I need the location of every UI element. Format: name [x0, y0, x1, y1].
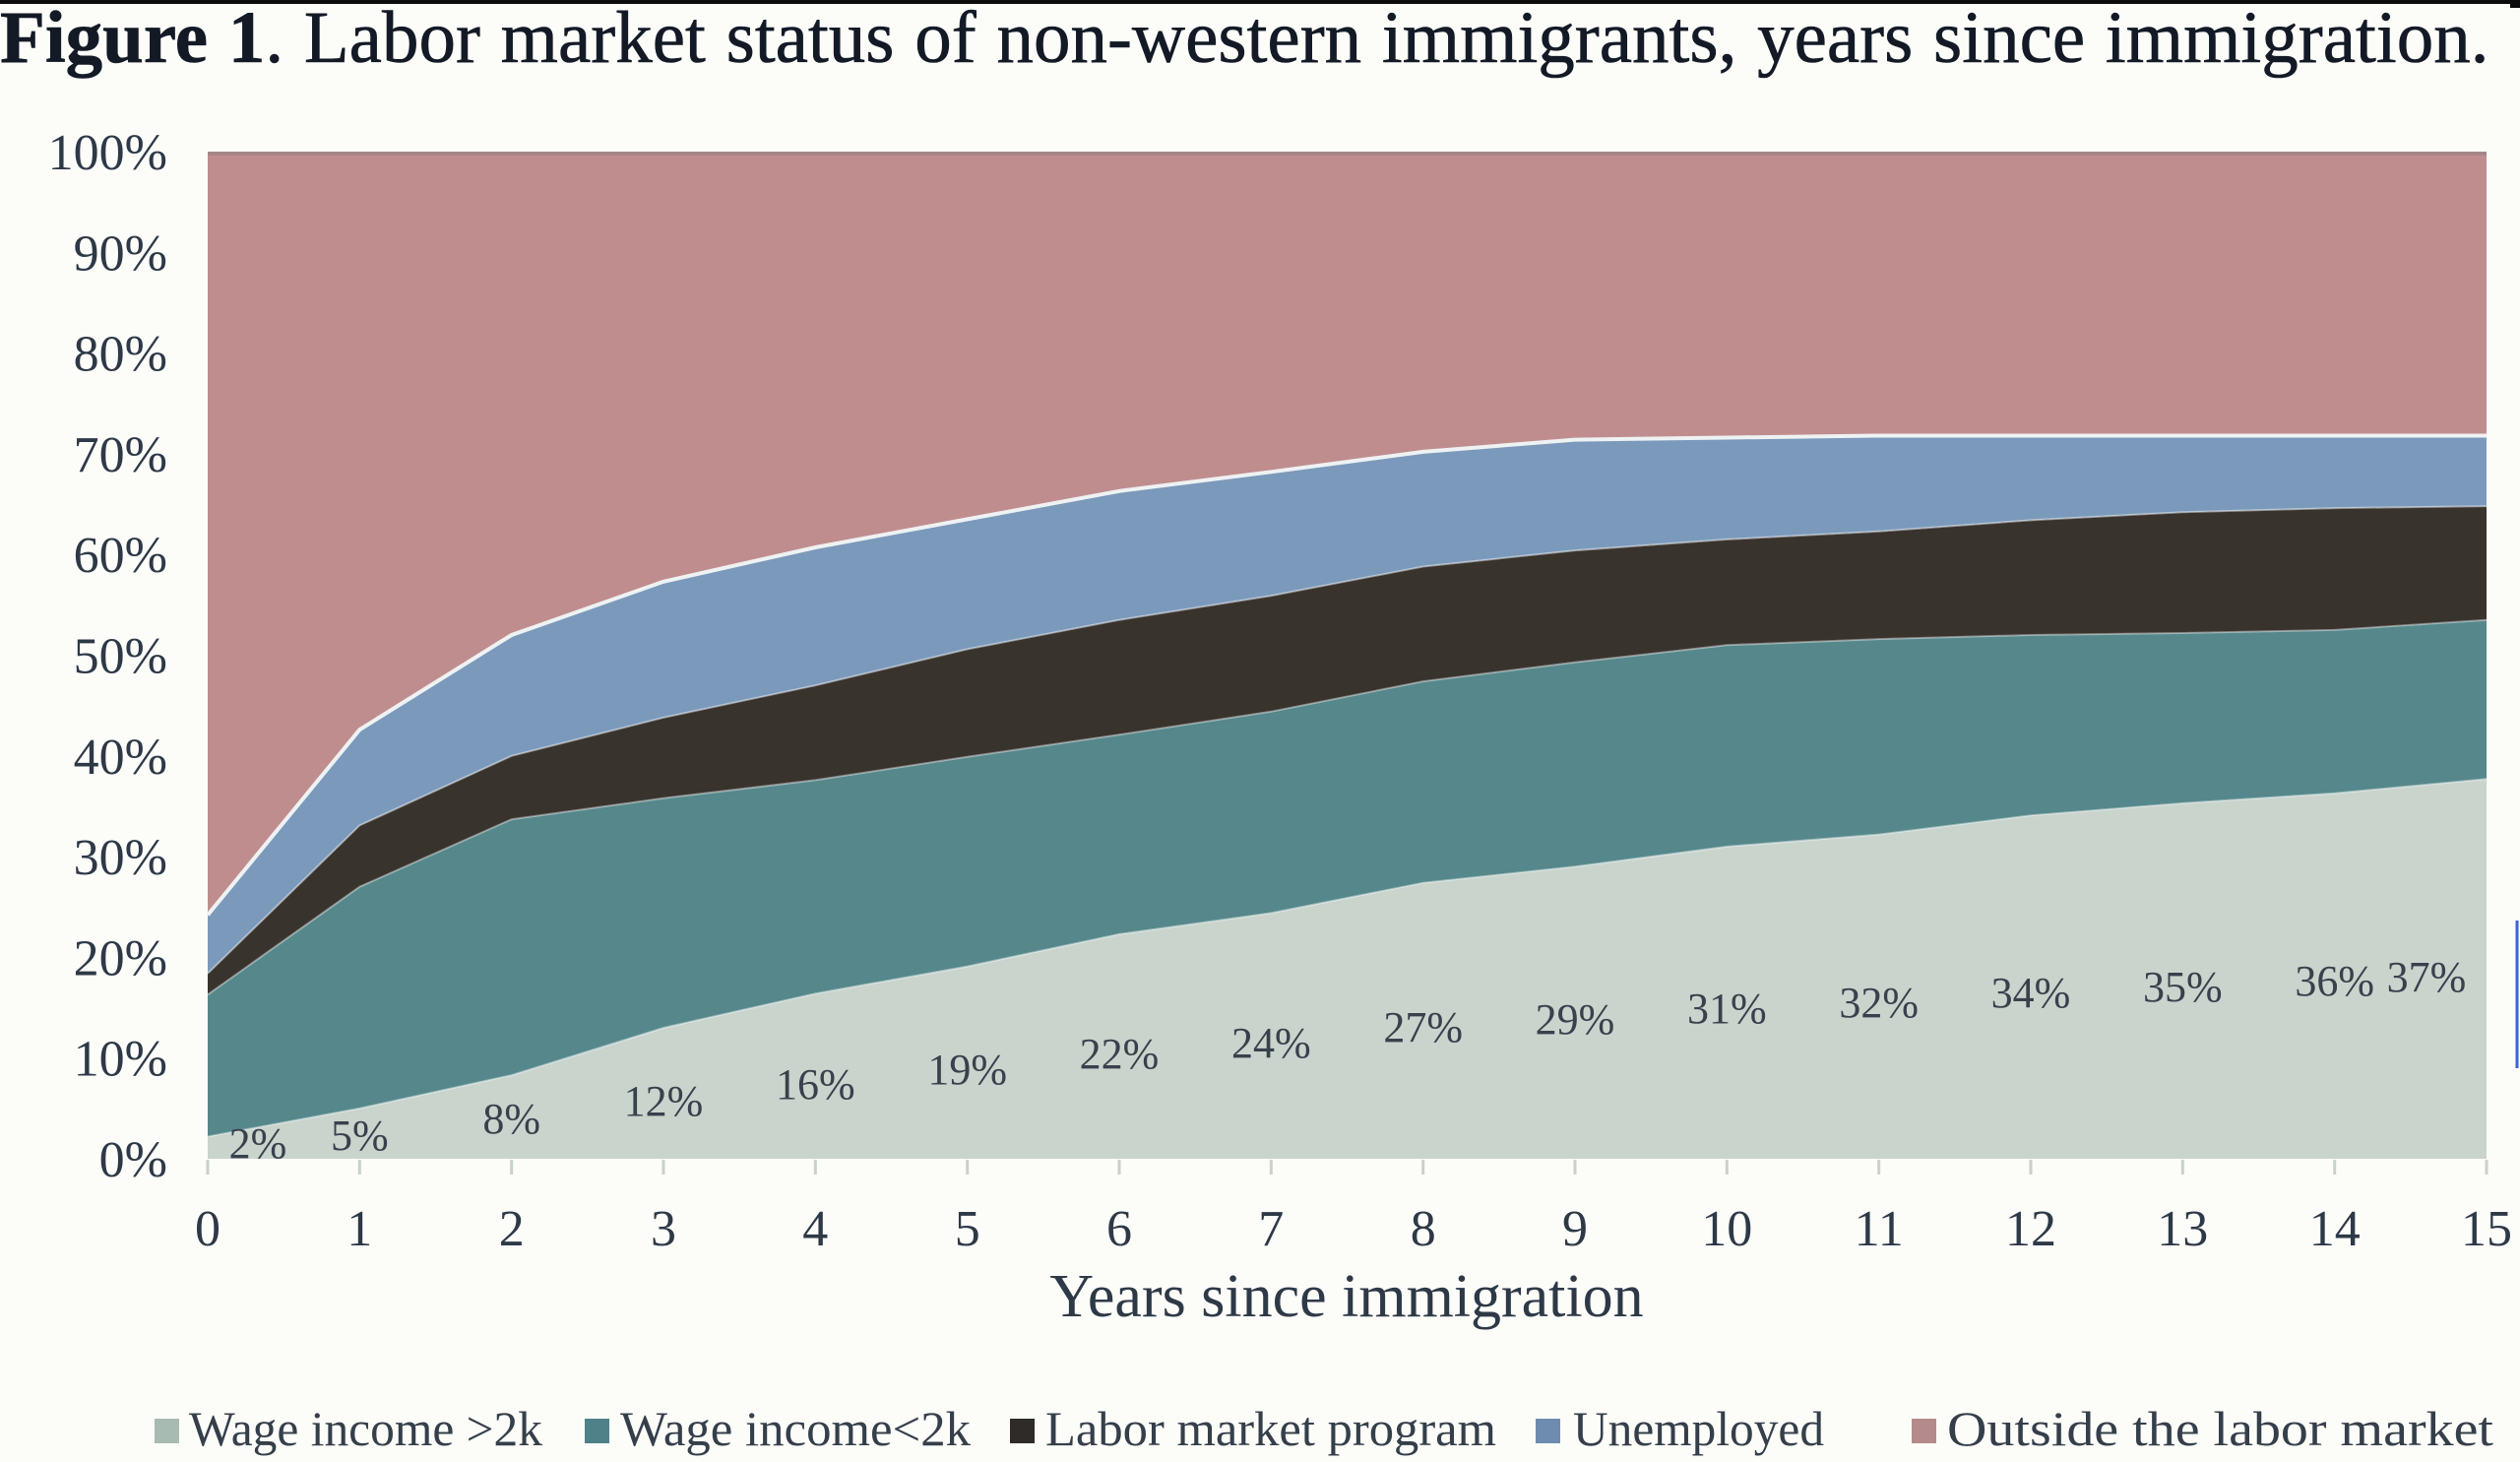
svg-text:Unemployed: Unemployed — [1573, 1401, 1824, 1456]
svg-text:19%: 19% — [927, 1046, 1007, 1094]
svg-text:40%: 40% — [74, 730, 167, 786]
svg-text:0: 0 — [195, 1201, 220, 1257]
svg-text:20%: 20% — [74, 930, 167, 986]
svg-text:27%: 27% — [1383, 1003, 1463, 1051]
svg-text:35%: 35% — [2143, 963, 2223, 1011]
svg-text:2%: 2% — [229, 1119, 287, 1168]
svg-text:100%: 100% — [48, 125, 167, 181]
svg-text:31%: 31% — [1687, 985, 1767, 1033]
svg-text:22%: 22% — [1080, 1030, 1160, 1078]
svg-text:5%: 5% — [331, 1112, 389, 1160]
svg-text:Years since immigration: Years since immigration — [1049, 1263, 1643, 1330]
svg-text:6: 6 — [1106, 1201, 1132, 1257]
svg-text:34%: 34% — [1991, 969, 2071, 1017]
svg-text:2: 2 — [499, 1201, 525, 1257]
svg-text:14: 14 — [2309, 1201, 2361, 1257]
svg-text:3: 3 — [651, 1201, 676, 1257]
svg-text:36%: 36% — [2295, 957, 2374, 1005]
svg-text:1: 1 — [346, 1201, 372, 1257]
svg-text:50%: 50% — [74, 629, 167, 685]
svg-text:9: 9 — [1562, 1201, 1588, 1257]
svg-text:12%: 12% — [624, 1077, 704, 1125]
svg-text:11: 11 — [1855, 1201, 1904, 1257]
svg-text:13: 13 — [2157, 1201, 2208, 1257]
svg-text:37%: 37% — [2387, 953, 2467, 1001]
svg-text:Wage income<2k: Wage income<2k — [620, 1401, 971, 1456]
svg-text:8%: 8% — [482, 1095, 540, 1143]
svg-text:4: 4 — [802, 1201, 828, 1257]
svg-text:32%: 32% — [1839, 979, 1919, 1027]
svg-text:0%: 0% — [99, 1132, 167, 1188]
svg-text:24%: 24% — [1231, 1019, 1311, 1067]
svg-text:8: 8 — [1411, 1201, 1436, 1257]
svg-text:Labor market program: Labor market program — [1045, 1401, 1496, 1456]
svg-text:Wage income >2k: Wage income >2k — [189, 1401, 542, 1456]
svg-text:29%: 29% — [1536, 995, 1615, 1044]
svg-text:7: 7 — [1258, 1201, 1284, 1257]
svg-text:15: 15 — [2461, 1201, 2512, 1257]
svg-text:80%: 80% — [74, 327, 167, 383]
svg-text:10: 10 — [1701, 1201, 1752, 1257]
svg-text:70%: 70% — [74, 427, 167, 483]
svg-text:12: 12 — [2005, 1201, 2056, 1257]
svg-text:10%: 10% — [74, 1032, 167, 1088]
svg-text:30%: 30% — [74, 830, 167, 886]
svg-text:90%: 90% — [74, 225, 167, 282]
svg-text:60%: 60% — [74, 528, 167, 584]
svg-text:Outside the labor market: Outside the labor market — [1947, 1401, 2493, 1456]
svg-text:16%: 16% — [776, 1060, 855, 1109]
svg-text:5: 5 — [955, 1201, 980, 1257]
